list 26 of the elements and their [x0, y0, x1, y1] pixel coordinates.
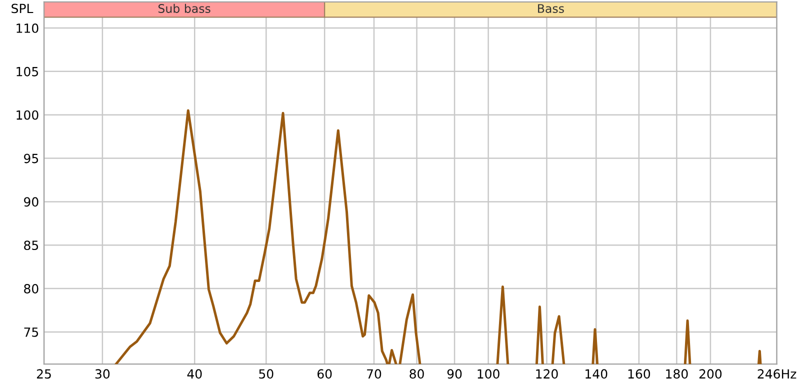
band-label: Bass [538, 4, 564, 13]
y-tick-label: 85 [24, 240, 38, 250]
x-tick-label: 120 [536, 369, 558, 379]
y-tick-label: 100 [16, 110, 38, 120]
x-tick-label: 90 [447, 369, 462, 379]
x-tick-label: 246Hz [758, 369, 796, 379]
y-tick-label: 75 [24, 328, 38, 337]
y-tick-label: 105 [16, 66, 38, 76]
x-tick-label: 180 [666, 369, 688, 379]
x-tick-label: 160 [628, 369, 650, 379]
x-tick-label: 140 [586, 369, 608, 379]
y-axis-title: SPL [12, 4, 34, 14]
y-tick-label: 90 [24, 197, 38, 207]
x-tick-label: 40 [187, 369, 202, 379]
x-tick-label: 200 [699, 369, 722, 379]
x-tick-label: 100 [478, 369, 500, 379]
x-tick-label: 70 [367, 369, 382, 379]
x-tick-label: 25 [36, 369, 51, 379]
y-tick-label: 80 [24, 284, 38, 294]
band-label: Sub bass [158, 4, 210, 13]
x-tick-label: 80 [410, 369, 424, 379]
x-tick-label: 60 [318, 369, 332, 379]
x-tick-label: 50 [259, 369, 274, 379]
x-tick-label: 30 [95, 369, 110, 379]
y-tick-label: 110 [16, 23, 38, 33]
y-tick-label: 95 [24, 154, 38, 164]
